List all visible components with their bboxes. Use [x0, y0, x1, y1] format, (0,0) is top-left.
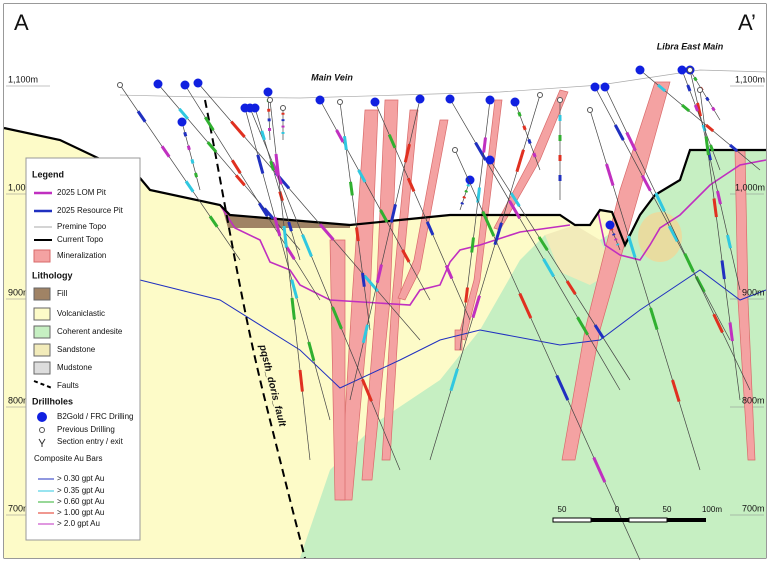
legend-item: > 2.0 gpt Au: [57, 519, 100, 528]
legend-item: 2025 Resource Pit: [57, 206, 124, 215]
legend-item: Volcaniclastic: [57, 309, 105, 318]
legend-item: Section entry / exit: [57, 437, 124, 446]
au-composite: [484, 138, 486, 153]
collar-previous: [698, 88, 703, 93]
label: Main Vein: [311, 72, 353, 82]
collar: [446, 95, 455, 104]
elevation-label: 700m: [742, 503, 765, 513]
collar: [606, 221, 615, 230]
legend-item: Sandstone: [57, 345, 96, 354]
au-composite: [192, 159, 193, 163]
elevation-label: 800m: [742, 395, 765, 405]
au-composite: [345, 136, 347, 150]
legend-item: > 1.00 gpt Au: [57, 508, 104, 517]
scale-label: 50: [663, 505, 672, 514]
au-composite: [524, 126, 526, 130]
collar: [511, 98, 520, 107]
au-composite: [688, 85, 690, 91]
au-composite: [711, 145, 713, 151]
legend-heading: Lithology: [32, 270, 73, 280]
collar-previous: [338, 100, 343, 105]
collar: [416, 95, 425, 104]
collar: [181, 81, 190, 90]
au-composite: [466, 191, 467, 193]
elevation-label: 900m: [742, 287, 765, 297]
au-composite: [464, 197, 465, 199]
collar: [371, 98, 380, 107]
elevation-label: 1,100m: [735, 74, 765, 84]
legend-item: Fill: [57, 289, 67, 298]
au-composite: [468, 185, 469, 187]
au-composite: [466, 288, 468, 303]
legend-item: Faults: [57, 381, 79, 390]
au-composite: [707, 98, 709, 101]
collar: [178, 118, 187, 127]
legend-item: Premine Topo: [57, 222, 107, 231]
collar-previous: [538, 93, 543, 98]
legend-item: Mudstone: [57, 363, 93, 372]
section-end: A’: [738, 10, 756, 35]
collar: [264, 88, 273, 97]
au-composite: [196, 173, 197, 177]
collar: [194, 79, 203, 88]
scale-label: 100m: [702, 505, 722, 514]
au-composite: [185, 132, 186, 136]
collar: [486, 156, 495, 165]
au-composite: [472, 238, 474, 253]
legend-item: > 0.30 gpt Au: [57, 474, 104, 483]
collar-previous: [118, 83, 123, 88]
collar-previous: [688, 68, 693, 73]
legend-heading: Drillholes: [32, 396, 73, 406]
scale-label: 0: [615, 505, 620, 514]
legend-item: Mineralization: [57, 251, 106, 260]
collar: [316, 96, 325, 105]
collar-previous: [588, 108, 593, 113]
collar-previous: [281, 106, 286, 111]
collar: [636, 66, 645, 75]
legend-title: Legend: [32, 169, 64, 179]
legend-item: B2Gold / FRC Drilling: [57, 412, 133, 421]
au-composite: [695, 105, 697, 111]
collar: [154, 80, 163, 89]
au-composite: [462, 203, 463, 205]
collar-previous: [268, 98, 273, 103]
au-composite: [188, 146, 189, 150]
au-composite: [713, 108, 715, 111]
collar: [591, 83, 600, 92]
legend-item: > 0.35 gpt Au: [57, 486, 104, 495]
collar: [486, 96, 495, 105]
au-composite: [351, 182, 353, 196]
au-composite: [614, 234, 615, 236]
au-composite: [695, 78, 697, 81]
collar-previous: [453, 148, 458, 153]
au-composite: [529, 139, 531, 143]
au-composite: [519, 112, 521, 116]
collar: [601, 83, 610, 92]
au-composite: [357, 227, 359, 241]
legend-item: Previous Drilling: [57, 425, 115, 434]
legend-item: Current Topo: [57, 235, 104, 244]
scale-label: 50: [558, 505, 567, 514]
legend-item: > 0.60 gpt Au: [57, 497, 104, 506]
legend-item: 2025 LOM Pit: [57, 188, 107, 197]
elevation-label: 1,100m: [8, 74, 38, 84]
section-start: A: [14, 10, 29, 35]
au-composite: [534, 153, 536, 157]
collar: [678, 66, 687, 75]
legend-item: Coherent andesite: [57, 327, 123, 336]
au-composite: [363, 273, 365, 287]
collar-previous: [558, 98, 563, 103]
legend-heading: Composite Au Bars: [34, 454, 102, 463]
elevation-label: 1,000m: [735, 182, 765, 192]
label: Libra East Main: [657, 41, 724, 51]
collar: [251, 104, 260, 113]
au-composite: [618, 244, 619, 246]
legend: Legend 2025 LOM Pit 2025 Resource Pit Pr…: [26, 158, 140, 540]
au-composite: [616, 239, 617, 241]
